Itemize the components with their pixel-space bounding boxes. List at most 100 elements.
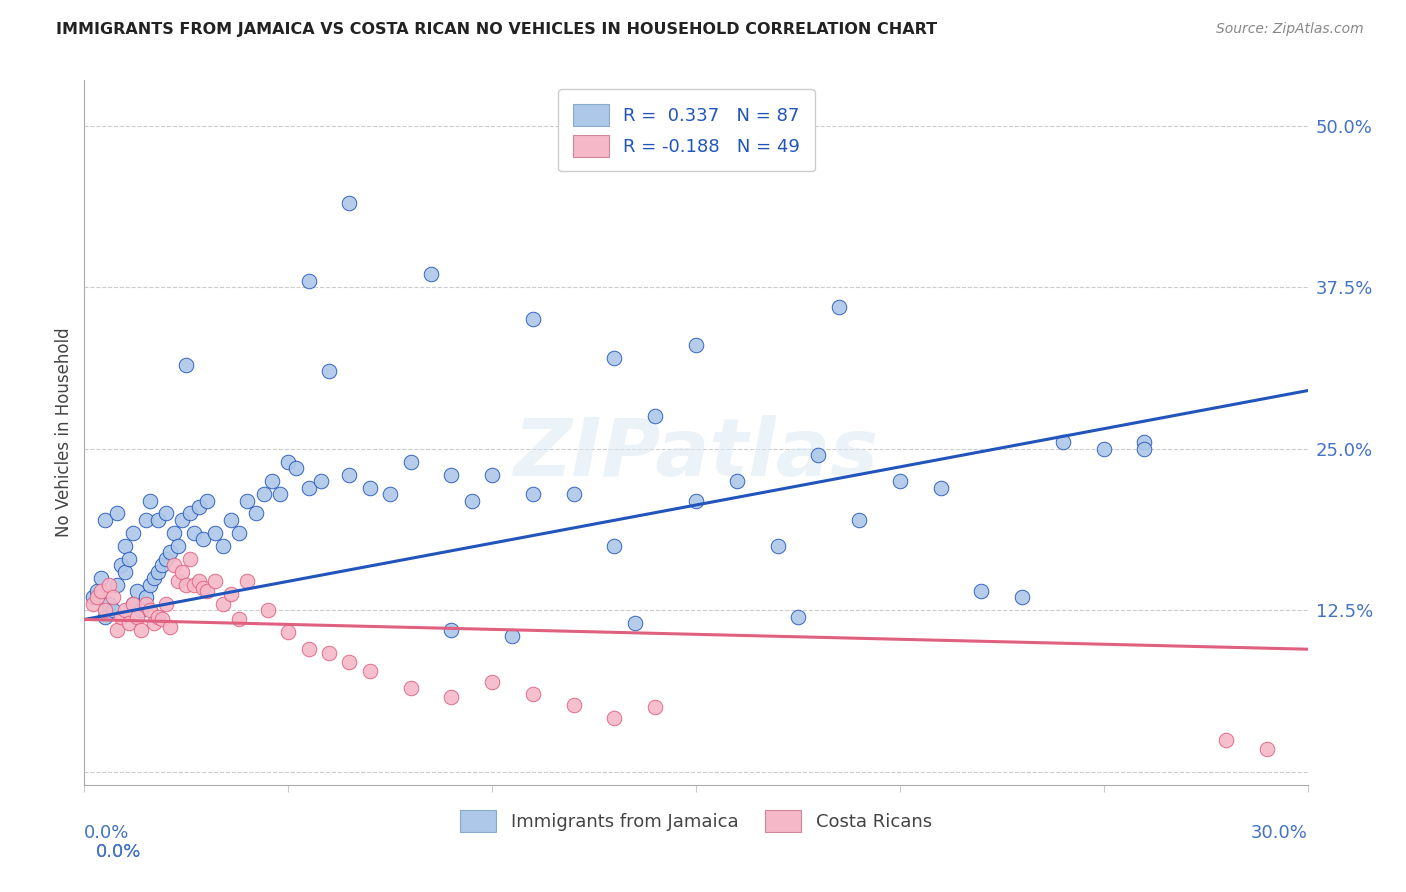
Point [277,625,299,640]
Point [118,551,141,566]
Point [138,577,160,591]
Point [155,551,177,566]
Point [135,597,157,611]
Point [318,364,340,378]
Point [440,467,463,482]
Point [787,145,810,159]
Point [138,493,160,508]
Text: 0.0%: 0.0% [96,843,141,861]
Point [195,584,218,599]
Point [236,574,259,588]
Point [191,533,214,547]
Point [481,674,503,689]
Point [562,698,585,712]
Point [603,539,626,553]
Point [624,616,647,631]
Point [522,688,544,702]
Point [257,603,280,617]
Point [155,507,177,521]
Point [187,500,209,514]
Text: 0.0%: 0.0% [96,843,141,861]
Point [101,591,124,605]
Point [146,565,169,579]
Point [163,525,186,540]
Point [269,487,291,501]
Point [970,584,993,599]
Point [90,584,112,599]
Point [309,474,332,488]
Point [163,558,186,573]
Text: Source: ZipAtlas.com: Source: ZipAtlas.com [1216,22,1364,37]
Point [522,312,544,326]
Point [1256,741,1278,756]
Point [93,603,115,617]
Point [219,586,242,600]
Point [260,474,283,488]
Point [150,612,173,626]
Point [848,513,870,527]
Point [277,455,299,469]
Point [253,487,276,501]
Point [179,507,201,521]
Point [183,525,205,540]
Point [114,603,136,617]
Point [522,487,544,501]
Point [105,577,128,591]
Point [228,612,250,626]
Point [603,351,626,366]
Point [285,461,308,475]
Point [131,603,153,617]
Point [929,481,952,495]
Point [298,274,321,288]
Point [318,646,340,660]
Point [82,597,104,611]
Point [167,539,190,553]
Point [481,467,503,482]
Point [90,571,112,585]
Point [110,558,132,573]
Point [380,487,402,501]
Point [440,690,463,704]
Point [219,513,242,527]
Text: 0.0%: 0.0% [84,824,129,842]
Point [204,574,226,588]
Point [179,551,201,566]
Point [142,571,165,585]
Point [399,455,422,469]
Point [101,603,124,617]
Text: 30.0%: 30.0% [1251,824,1308,842]
Point [440,623,463,637]
Point [766,539,789,553]
Point [644,700,666,714]
Point [725,474,748,488]
Point [172,565,194,579]
Point [685,338,707,352]
Point [212,539,235,553]
Point [159,620,181,634]
Point [167,574,190,588]
Point [135,591,157,605]
Point [298,642,321,657]
Y-axis label: No Vehicles in Household: No Vehicles in Household [55,327,73,538]
Point [183,577,205,591]
Point [172,513,194,527]
Point [685,493,707,508]
Point [114,539,136,553]
Point [187,574,209,588]
Point [399,681,422,695]
Point [204,525,226,540]
Point [131,623,153,637]
Point [174,577,197,591]
Point [150,558,173,573]
Point [1011,591,1033,605]
Point [122,597,145,611]
Point [114,565,136,579]
Point [118,616,141,631]
Point [122,597,145,611]
Point [159,545,181,559]
Point [807,448,830,462]
Point [359,664,381,678]
Point [339,467,361,482]
Point [86,591,108,605]
Point [787,610,810,624]
